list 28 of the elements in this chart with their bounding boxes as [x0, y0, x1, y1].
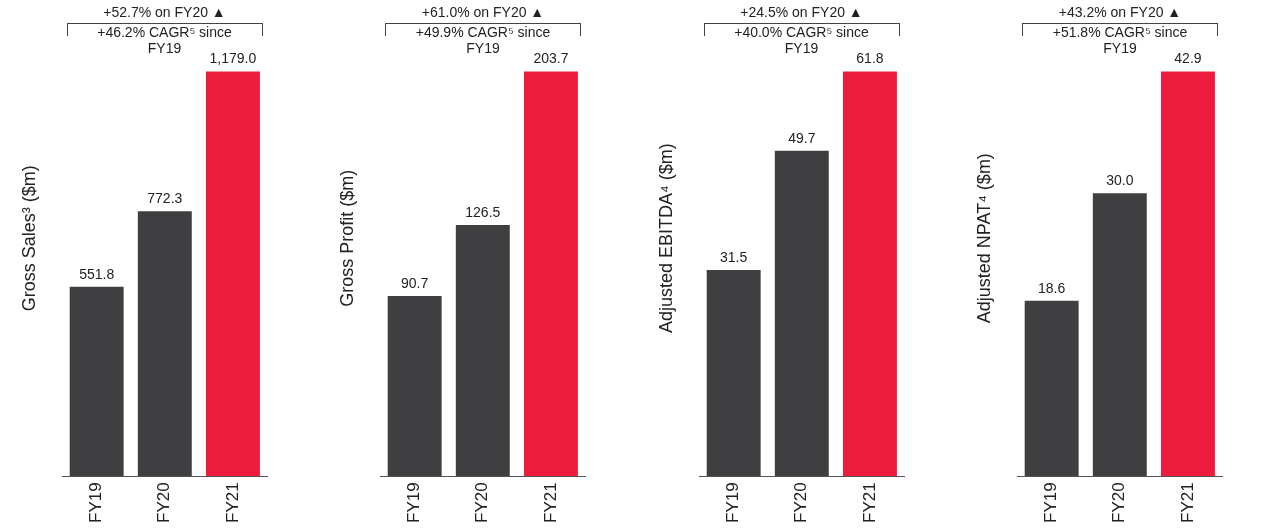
text: +52.7% on FY20 ▲	[102, 4, 227, 20]
x-tick-label: FY20	[472, 482, 492, 524]
text: +24.5% on FY20 ▲	[739, 4, 864, 20]
x-tick-label: FY21	[222, 482, 242, 524]
data-label: 18.6	[1038, 279, 1066, 296]
x-tick-label: FY20	[790, 482, 810, 524]
x-tick-label: FY21	[1177, 482, 1197, 524]
data-label: 551.8	[78, 265, 114, 282]
y-axis-title: Adjusted EBITDA⁴ ($m)	[655, 143, 676, 334]
x-tick-label: FY21	[859, 482, 879, 524]
data-label: 30.0	[1106, 172, 1134, 189]
text: +61.0% on FY20 ▲	[420, 4, 546, 20]
x-tick-label: FY19	[1041, 482, 1061, 524]
x-tick-label: FY19	[85, 482, 105, 524]
x-tick-label: FY20	[1109, 482, 1129, 524]
y-axis-title: Gross Sales³ ($m)	[18, 165, 39, 312]
x-tick-label: FY21	[540, 482, 560, 524]
x-tick-label: FY19	[722, 482, 742, 524]
x-tick-label: FY20	[153, 482, 173, 524]
data-label: 31.5	[719, 248, 747, 265]
text: +43.2% on FY20 ▲	[1057, 4, 1183, 20]
y-axis-title: Adjusted NPAT⁴ ($m)	[973, 153, 994, 324]
x-tick-label: FY19	[404, 482, 424, 524]
data-label: 772.3	[146, 189, 183, 206]
data-label: 90.7	[401, 274, 429, 291]
data-label: 49.7	[787, 129, 816, 146]
y-axis-title: Gross Profit ($m)	[336, 169, 357, 307]
data-label: 126.5	[465, 203, 501, 220]
